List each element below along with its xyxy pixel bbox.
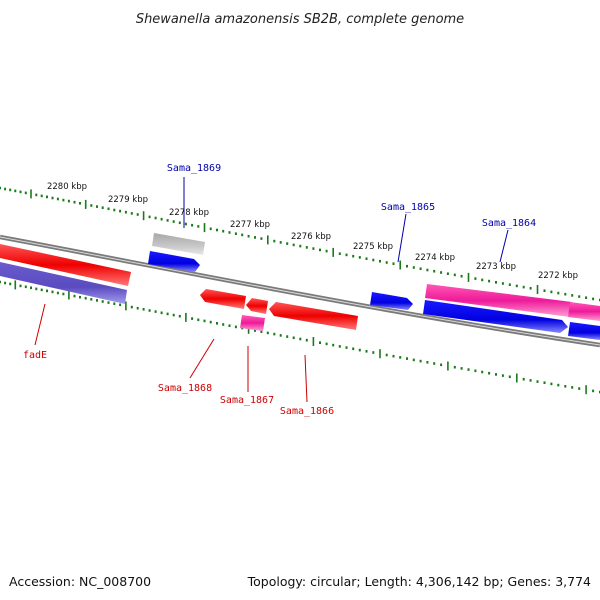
tick-label-2274: 2274 kbp — [415, 253, 455, 263]
map-title: Shewanella amazonensis SB2B, complete ge… — [136, 12, 464, 27]
leader-line-sama-1866 — [304, 354, 308, 403]
gene-label-sama-1864[interactable]: Sama_1864 — [482, 218, 536, 229]
tick-label-2279: 2279 kbp — [108, 195, 148, 205]
gene-feature-sama-1865[interactable] — [370, 292, 413, 310]
gene-feature-sama-1867-red[interactable] — [246, 298, 268, 314]
outer-tick-ring — [0, 186, 600, 302]
kbp-tick-labels: 2280 kbp 2279 kbp 2278 kbp 2277 kbp 2276… — [47, 182, 578, 281]
leader-line-sama-1865 — [397, 213, 407, 263]
gene-feature-sama-1869[interactable] — [148, 251, 200, 272]
tick-label-2277: 2277 kbp — [230, 220, 270, 230]
tick-label-2276: 2276 kbp — [291, 232, 331, 242]
gene-feature-sama-1869-gray[interactable] — [152, 233, 205, 255]
gene-label-sama-1867[interactable]: Sama_1867 — [220, 395, 274, 406]
gene-feature-pink-edge[interactable] — [568, 302, 600, 321]
tick-label-2275: 2275 kbp — [353, 242, 393, 252]
tick-label-2272: 2272 kbp — [538, 271, 578, 281]
tick-label-2280: 2280 kbp — [47, 182, 87, 192]
leader-line-sama-1868 — [189, 338, 215, 379]
inner-tick-ring — [0, 280, 600, 395]
gene-label-fade[interactable]: fadE — [23, 350, 47, 361]
gene-feature-sama-1867[interactable] — [240, 315, 265, 331]
topology-summary: Topology: circular; Length: 4,306,142 bp… — [247, 574, 591, 589]
tick-label-2273: 2273 kbp — [476, 262, 516, 272]
gene-feature-sama-1866[interactable] — [269, 302, 358, 330]
accession-text: Accession: NC_008700 — [9, 574, 151, 589]
gene-label-sama-1865[interactable]: Sama_1865 — [381, 202, 435, 213]
genome-backbone-highlight — [0, 236, 600, 346]
gene-feature-sama-1864[interactable] — [423, 300, 568, 333]
gene-label-sama-1868[interactable]: Sama_1868 — [158, 383, 212, 394]
gene-feature-sama-1868[interactable] — [200, 289, 246, 309]
gene-label-sama-1869[interactable]: Sama_1869 — [167, 163, 221, 174]
gene-feature-fadE-forward[interactable] — [0, 244, 131, 286]
gene-feature-sama-1864-pink[interactable] — [425, 284, 572, 317]
leader-line-sama-1864 — [499, 229, 509, 263]
gene-feature-blue-edge[interactable] — [568, 322, 600, 340]
tick-label-2278: 2278 kbp — [169, 208, 209, 218]
gene-label-sama-1866[interactable]: Sama_1866 — [280, 406, 334, 417]
leader-line-fade — [34, 303, 46, 346]
gene-feature-fadE[interactable] — [0, 262, 127, 304]
